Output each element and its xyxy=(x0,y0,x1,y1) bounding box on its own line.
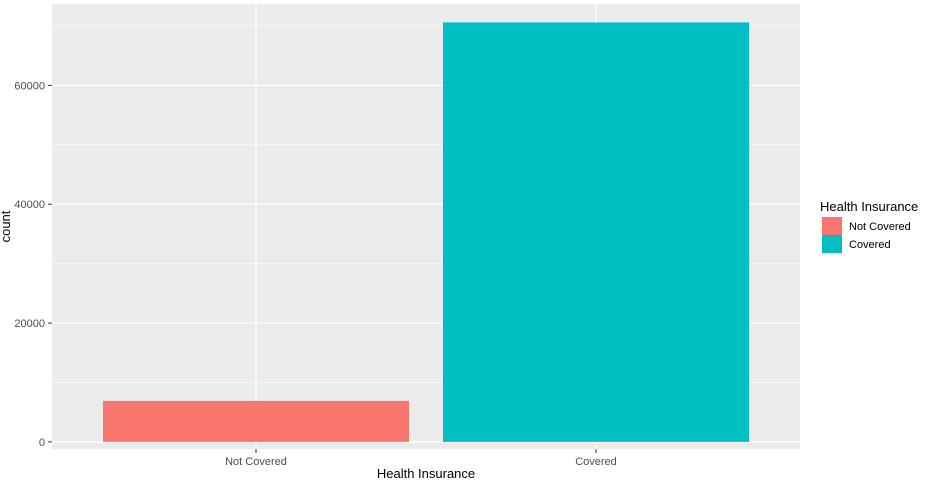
x-axis-title: Health Insurance xyxy=(377,466,475,480)
y-tick-label: 40000 xyxy=(14,199,45,211)
y-tick-label: 60000 xyxy=(14,80,45,92)
y-tick-label: 20000 xyxy=(14,318,45,330)
legend-label: Not Covered xyxy=(849,221,911,233)
bar-not-covered xyxy=(103,400,409,442)
y-axis-title: count xyxy=(0,210,13,242)
legend-label: Covered xyxy=(849,239,891,251)
legend: Health Insurance Not Covered Covered xyxy=(820,199,918,253)
y-axis: 0 20000 40000 60000 xyxy=(14,80,52,449)
legend-swatch xyxy=(822,235,842,253)
x-tick-label: Not Covered xyxy=(225,456,287,468)
legend-items: Not Covered Covered xyxy=(822,217,911,253)
x-tick-label: Covered xyxy=(575,456,617,468)
legend-title: Health Insurance xyxy=(820,199,918,214)
bars xyxy=(103,22,749,442)
bar-covered xyxy=(443,22,749,442)
legend-swatch xyxy=(822,217,842,235)
y-tick-label: 0 xyxy=(39,437,45,449)
x-axis: Not Covered Covered xyxy=(225,449,617,468)
